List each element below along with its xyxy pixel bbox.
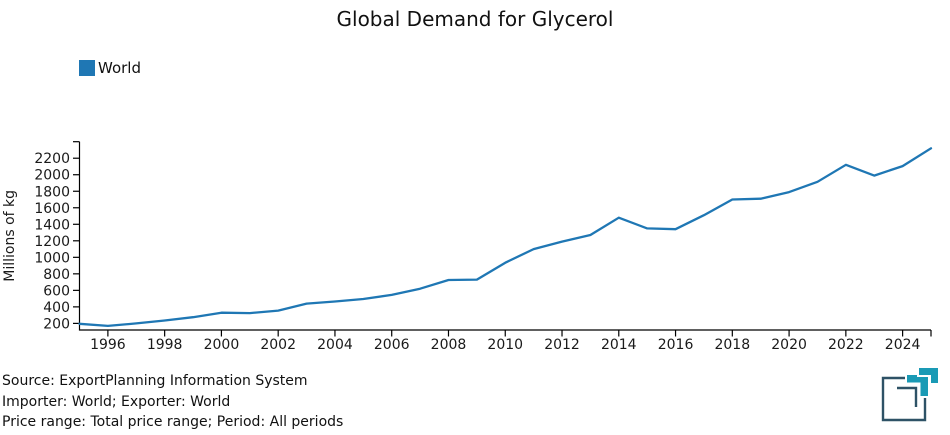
y-tick-label: 2000	[34, 168, 70, 184]
x-tick-label: 1996	[90, 337, 126, 353]
y-axis-label: Millions of kg	[2, 190, 18, 282]
legend-label-world: World	[98, 59, 141, 77]
x-tick-label: 2022	[828, 337, 864, 353]
x-tick-label: 2016	[658, 337, 694, 353]
chart-title: Global Demand for Glycerol	[336, 7, 614, 31]
x-tick-label: 2010	[487, 337, 523, 353]
axis-spine	[78, 141, 931, 331]
x-tick-label: 2002	[260, 337, 296, 353]
y-tick-label: 400	[43, 300, 70, 316]
y-tick-label: 1400	[34, 217, 70, 233]
y-tick-label: 1600	[34, 201, 70, 217]
y-tick-label: 1200	[34, 234, 70, 250]
x-tick-label: 2020	[771, 337, 807, 353]
x-tick-label: 2024	[885, 337, 921, 353]
logo-inner-bracket	[897, 386, 918, 407]
x-tick-label: 2008	[431, 337, 467, 353]
logo-arrow-small	[917, 366, 940, 385]
footer-source: Source: ExportPlanning Information Syste…	[2, 373, 308, 389]
legend-swatch-world	[79, 60, 95, 76]
y-tick-label: 200	[43, 316, 70, 332]
x-tick-label: 2012	[544, 337, 580, 353]
x-tick-label: 1998	[147, 337, 183, 353]
footer-price-period: Price range: Total price range; Period: …	[2, 414, 344, 430]
y-tick-label: 1000	[34, 250, 70, 266]
footer: Source: ExportPlanning Information Syste…	[2, 371, 343, 433]
y-tick-label: 2200	[34, 151, 70, 167]
footer-importer-exporter: Importer: World; Exporter: World	[2, 393, 231, 410]
chart-svg: 2004006008001000120014001600180020002200…	[2, 141, 933, 353]
y-tick-label: 600	[43, 283, 70, 299]
x-tick-label: 2006	[374, 337, 410, 353]
logo-outer-square	[881, 376, 927, 422]
y-tick-label: 1800	[34, 184, 70, 200]
logo-arrow-large	[905, 373, 930, 398]
x-tick-label: 2014	[601, 337, 637, 353]
y-tick-label: 800	[43, 267, 70, 283]
legend: World	[79, 59, 141, 77]
series-line-world	[78, 147, 933, 328]
x-tick-label: 2000	[204, 337, 240, 353]
x-tick-label: 2018	[714, 337, 750, 353]
exportplanning-logo	[881, 366, 940, 422]
x-tick-label: 2004	[317, 337, 353, 353]
